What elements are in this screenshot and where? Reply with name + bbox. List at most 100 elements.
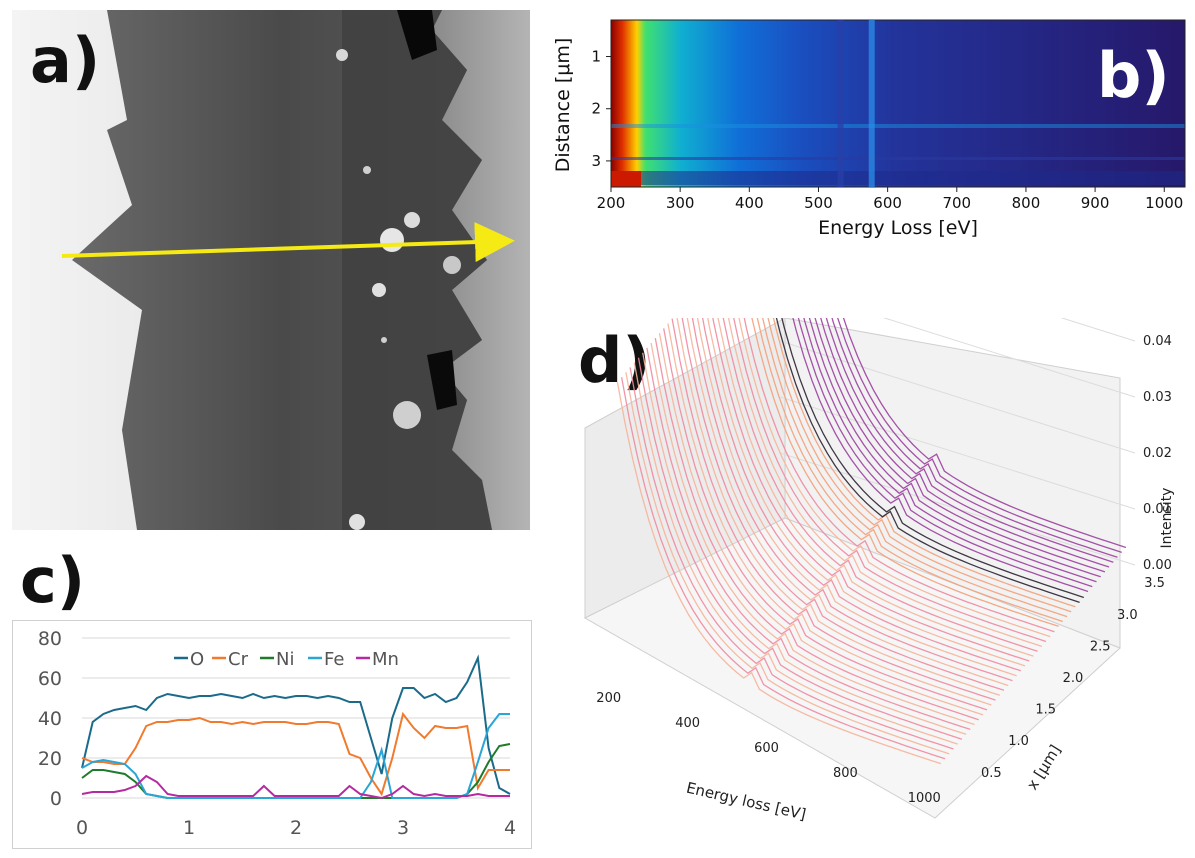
panel-label-b: b) [1097,39,1170,112]
waterfall-spectrum-line [721,259,1047,643]
panel-a-micrograph [12,10,530,530]
c-y-tick-label: 20 [38,748,62,770]
panel-b-heatmap: 200 300 400 500 600 700 800 900 1000 1 2 3 Energy L… [545,10,1195,260]
d-z-tick-label: 0.03 [1143,390,1172,405]
waterfall-spectrum-line [726,254,1051,638]
d-z-axis-title: Intensity [1159,488,1175,549]
series-line-cr [81,711,510,797]
waterfall-spectrum-line [705,279,1030,662]
c-x-tick-label: 0 [76,817,88,839]
waterfall-spectrum-line [709,274,1034,657]
d-z-tick-label: 0.00 [1143,558,1172,573]
legend-label-ni: Ni [276,649,294,670]
c-x-tick-label: 4 [504,817,516,839]
waterfall-spectrum-line [784,151,1110,568]
d-y-tick-label: 1.5 [1035,703,1056,718]
d-y-tick-label: 1.0 [1008,734,1029,749]
x-tick-label: 800 [1012,194,1041,212]
line-profile-arrow [61,222,515,263]
panel-c-line-chart: 0 20 40 60 80 0 1 2 3 4 O Cr Ni Fe Mn [12,620,532,850]
waterfall-spectrum-line [759,215,1085,599]
heatmap-feature-band [868,20,875,187]
c-x-tick-label: 2 [290,817,302,839]
waterfall-spectrum-line [772,166,1097,583]
x-tick-label: 300 [666,194,695,212]
waterfall-spectrum-line [713,269,1038,652]
c-y-tick-label: 40 [38,708,62,730]
waterfall-spectrum-line [663,328,988,711]
c-y-tick-label: 0 [50,788,62,810]
d-x-tick-label: 600 [754,741,779,756]
waterfall-spectrum-line [789,146,1114,563]
legend-label-mn: Mn [372,649,399,670]
d-x-tick-label: 400 [675,716,700,731]
micrograph-image [12,10,530,530]
waterfall-spectrum-line [692,293,1017,677]
waterfall-spectrum-line [730,250,1055,633]
series-line-fe [81,713,510,799]
waterfall-spectrum-line [616,381,942,765]
waterfall-spectrum-line [671,318,996,701]
series-line-mn [81,774,510,800]
waterfall-spectrum-line [738,225,1064,623]
x-tick-label: 1000 [1145,194,1183,212]
x-tick-label: 900 [1081,194,1110,212]
d-gridline [779,340,1136,454]
waterfall-spectrum-line [776,161,1101,578]
legend-label-o: O [190,649,204,670]
waterfall-spectrum-line [667,323,992,706]
series-line-o [81,654,511,795]
panel-d-3d-plot: 200 400 600 800 1000 0.5 1.0 1.5 2.0 2.5 3.0 3.5 0.0… [575,132,1195,854]
waterfall-spectrum-line [700,284,1026,667]
waterfall-spectrum-line [747,216,1072,613]
d-y-tick-label: 3.0 [1117,608,1138,623]
c-x-tick-label: 1 [183,817,195,839]
waterfall-spectrum-line [620,377,946,760]
waterfall-spectrum-line [751,211,1076,608]
waterfall-spectrum-line [768,171,1093,588]
d-y-tick-label: 2.5 [1090,639,1111,654]
c-x-tick-label: 3 [397,817,409,839]
d-x-tick-label: 200 [596,691,621,706]
waterfall-spectrum-line [658,333,984,716]
waterfall-spectrum-line [679,308,1005,691]
x-tick-label: 700 [942,194,971,212]
c-y-tick-label: 60 [38,668,62,690]
d-z-tick-label: 0.01 [1143,502,1172,517]
d-x-tick-label: 800 [833,766,858,781]
d-y-tick-label: 2.0 [1063,671,1084,686]
waterfall-spectrum-line [793,142,1118,558]
element-profile-chart: 0 20 40 60 80 0 1 2 3 4 O Cr Ni Fe Mn [12,620,532,849]
y-tick-label: 3 [591,152,601,170]
waterfall-spectrum-line [637,357,963,740]
waterfall-spectrum-line [696,289,1022,672]
waterfall-spectrum-line [763,176,1089,593]
waterfall-spectrum-line [650,342,975,726]
waterfall-spectrum-line [801,132,1127,549]
d-z-tick-label: 0.02 [1143,446,1172,461]
legend-label-cr: Cr [228,649,249,670]
x-axis-title: Energy Loss [eV] [818,217,978,239]
x-tick-label: 500 [804,194,833,212]
c-y-tick-label: 80 [38,628,62,650]
d-y-tick-label: 0.5 [981,766,1002,781]
d-y-tick-label: 3.5 [1144,576,1165,591]
waterfall-spectrum-line [742,220,1068,618]
waterfall-spectrum-line [684,303,1009,687]
d-x-axis-title: Energy loss [eV] [685,779,808,824]
waterfall-spectrum-line [688,298,1013,682]
x-tick-label: 400 [735,194,764,212]
d-y-axis-title: x [μm] [1023,742,1065,794]
heatmap-chart: 200 300 400 500 600 700 800 900 1000 1 2 3 Energy L… [552,19,1186,239]
legend-label-fe: Fe [324,649,344,670]
waterfall-spectrum-line [629,367,954,750]
waterfall-spectrum-line [755,220,1080,604]
waterfall-spectrum-line [654,337,979,721]
waterfall-spectrum-line [797,137,1122,554]
d-z-tick-label: 0.04 [1143,334,1172,349]
waterfall-spectrum-line [633,362,958,745]
x-tick-label: 200 [597,194,626,212]
waterfall-spectrum-line [734,230,1059,627]
waterfall-spectrum-line [625,372,950,755]
panel-label-a: a) [30,24,101,97]
